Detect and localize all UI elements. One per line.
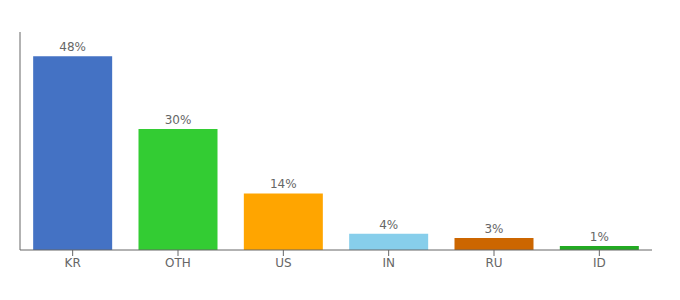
svg-text:OTH: OTH — [165, 256, 191, 270]
svg-text:1%: 1% — [590, 230, 609, 244]
svg-text:US: US — [275, 256, 291, 270]
svg-text:48%: 48% — [59, 40, 86, 54]
svg-text:14%: 14% — [270, 177, 297, 191]
svg-text:KR: KR — [65, 256, 81, 270]
svg-text:3%: 3% — [484, 222, 503, 236]
svg-text:IN: IN — [382, 256, 395, 270]
svg-text:4%: 4% — [379, 218, 398, 232]
svg-text:RU: RU — [485, 256, 502, 270]
svg-text:ID: ID — [593, 256, 606, 270]
svg-text:30%: 30% — [165, 113, 192, 127]
